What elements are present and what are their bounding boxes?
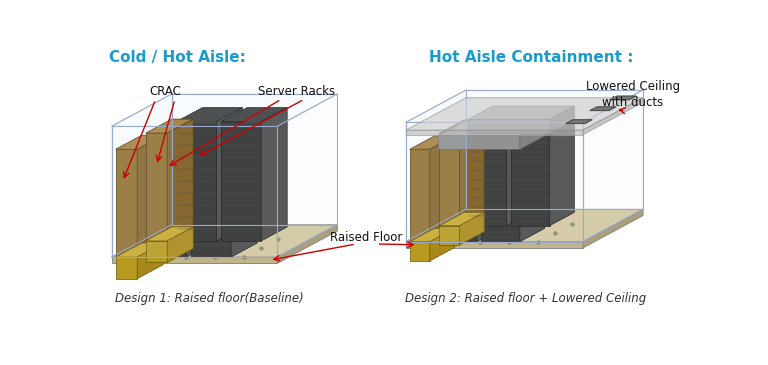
Polygon shape: [583, 210, 643, 248]
Polygon shape: [439, 122, 545, 135]
Text: Cold / Hot Aisle:: Cold / Hot Aisle:: [110, 50, 247, 65]
Polygon shape: [459, 120, 485, 226]
Polygon shape: [167, 119, 194, 241]
Text: CRAC: CRAC: [150, 85, 181, 98]
Polygon shape: [610, 96, 636, 100]
Polygon shape: [430, 136, 455, 242]
Text: Design 1: Raised floor(Baseline): Design 1: Raised floor(Baseline): [115, 292, 304, 305]
Polygon shape: [566, 120, 592, 124]
Polygon shape: [112, 94, 172, 257]
Polygon shape: [406, 98, 643, 130]
Polygon shape: [146, 241, 167, 262]
Polygon shape: [459, 212, 485, 245]
Polygon shape: [410, 149, 430, 242]
Polygon shape: [147, 138, 187, 257]
Polygon shape: [137, 243, 164, 278]
Polygon shape: [506, 120, 531, 226]
Polygon shape: [116, 243, 164, 257]
Polygon shape: [410, 242, 430, 261]
Polygon shape: [277, 225, 337, 263]
Polygon shape: [468, 119, 550, 133]
Polygon shape: [511, 133, 550, 226]
Polygon shape: [116, 135, 164, 149]
Polygon shape: [221, 122, 261, 241]
Text: Design 2: Raised floor + Lowered Ceiling: Design 2: Raised floor + Lowered Ceiling: [405, 292, 646, 305]
Polygon shape: [439, 135, 520, 149]
Polygon shape: [583, 90, 643, 242]
Polygon shape: [191, 124, 257, 138]
Polygon shape: [406, 210, 643, 242]
Polygon shape: [231, 124, 257, 257]
Polygon shape: [550, 106, 574, 133]
Polygon shape: [112, 225, 337, 257]
Polygon shape: [137, 135, 164, 257]
Polygon shape: [520, 136, 545, 242]
Polygon shape: [430, 228, 455, 261]
Polygon shape: [146, 119, 194, 133]
Polygon shape: [590, 107, 616, 111]
Text: Raised Floor: Raised Floor: [329, 231, 402, 244]
Polygon shape: [112, 94, 337, 126]
Text: Lowered Ceiling
with ducts: Lowered Ceiling with ducts: [586, 80, 680, 109]
Polygon shape: [406, 122, 583, 242]
Polygon shape: [116, 257, 137, 278]
Polygon shape: [520, 122, 545, 149]
Text: Server Racks: Server Racks: [258, 85, 335, 98]
Polygon shape: [439, 226, 459, 245]
Polygon shape: [261, 108, 287, 241]
Polygon shape: [468, 120, 531, 133]
Polygon shape: [439, 133, 459, 226]
Polygon shape: [550, 120, 574, 226]
Polygon shape: [147, 124, 213, 138]
Polygon shape: [406, 90, 466, 242]
Polygon shape: [468, 106, 574, 119]
Polygon shape: [177, 122, 217, 241]
Polygon shape: [112, 257, 277, 263]
Polygon shape: [112, 126, 277, 257]
Polygon shape: [511, 120, 574, 133]
Polygon shape: [410, 228, 455, 242]
Polygon shape: [167, 227, 194, 262]
Polygon shape: [439, 120, 485, 133]
Polygon shape: [146, 227, 194, 241]
Polygon shape: [116, 149, 137, 257]
Polygon shape: [406, 130, 583, 135]
Polygon shape: [482, 149, 520, 242]
Polygon shape: [439, 212, 485, 226]
Text: Hot Aisle Containment :: Hot Aisle Containment :: [429, 50, 634, 65]
Polygon shape: [410, 136, 455, 149]
Polygon shape: [439, 136, 502, 149]
Polygon shape: [406, 90, 643, 122]
Polygon shape: [583, 98, 643, 135]
Polygon shape: [146, 133, 167, 241]
Polygon shape: [477, 136, 502, 242]
Polygon shape: [187, 124, 213, 257]
Polygon shape: [406, 242, 583, 248]
Polygon shape: [177, 108, 243, 122]
Polygon shape: [191, 138, 231, 257]
Polygon shape: [482, 136, 545, 149]
Polygon shape: [277, 94, 337, 257]
Polygon shape: [468, 133, 506, 226]
Polygon shape: [439, 149, 477, 242]
Polygon shape: [217, 108, 243, 241]
Polygon shape: [221, 108, 287, 122]
